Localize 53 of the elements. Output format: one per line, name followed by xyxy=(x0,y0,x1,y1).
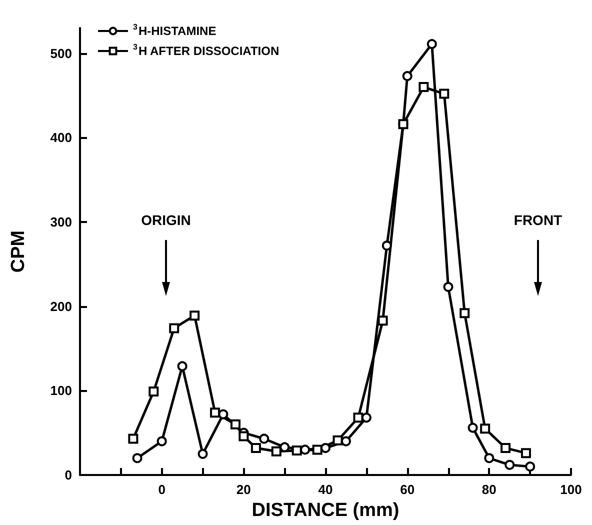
y-tick-label: 200 xyxy=(50,298,72,314)
point xyxy=(484,453,494,464)
annotation: FRONT xyxy=(514,212,563,228)
y-tick-label: 500 xyxy=(50,46,72,61)
y-tick-label: 400 xyxy=(50,130,72,146)
point xyxy=(418,82,429,92)
point xyxy=(378,316,388,326)
x-tick-label: 40 xyxy=(318,482,333,497)
point xyxy=(320,443,330,454)
x-tick-label: 20 xyxy=(236,482,251,497)
y-tick-label: 300 xyxy=(50,214,72,230)
point xyxy=(190,310,200,321)
point xyxy=(460,308,470,318)
point xyxy=(238,431,249,442)
point xyxy=(525,462,536,472)
point xyxy=(132,453,142,464)
point xyxy=(156,436,167,446)
point xyxy=(230,419,240,430)
annotation: ORIGIN xyxy=(141,212,191,228)
point xyxy=(443,282,454,292)
point xyxy=(300,444,310,455)
point xyxy=(480,424,490,434)
point xyxy=(382,240,392,251)
point xyxy=(439,88,450,99)
point xyxy=(312,444,322,455)
point xyxy=(128,434,138,444)
x-axis-title: DISTANCE (mm) xyxy=(252,500,400,521)
y-axis-title: CPM xyxy=(8,230,29,273)
y-tick-label: 100 xyxy=(50,383,72,398)
point xyxy=(148,386,159,397)
point xyxy=(500,443,511,454)
x-tick-label: 80 xyxy=(482,482,496,497)
point xyxy=(198,448,208,459)
x-tick-label: 100 xyxy=(560,482,582,497)
point xyxy=(280,442,290,452)
y-tick-label: 0 xyxy=(64,468,72,482)
point xyxy=(177,361,188,372)
x-tick-label: 0 xyxy=(158,482,166,497)
x-tick-label: 60 xyxy=(400,482,415,497)
point xyxy=(520,448,531,458)
point xyxy=(271,446,282,456)
point xyxy=(250,443,261,454)
point xyxy=(259,434,270,444)
point xyxy=(218,409,228,420)
point xyxy=(426,39,437,50)
point xyxy=(292,446,302,456)
point xyxy=(402,71,412,82)
point xyxy=(169,323,180,334)
point xyxy=(332,435,343,446)
point xyxy=(468,422,478,433)
point xyxy=(353,412,364,423)
point xyxy=(210,408,220,418)
point xyxy=(504,460,515,470)
